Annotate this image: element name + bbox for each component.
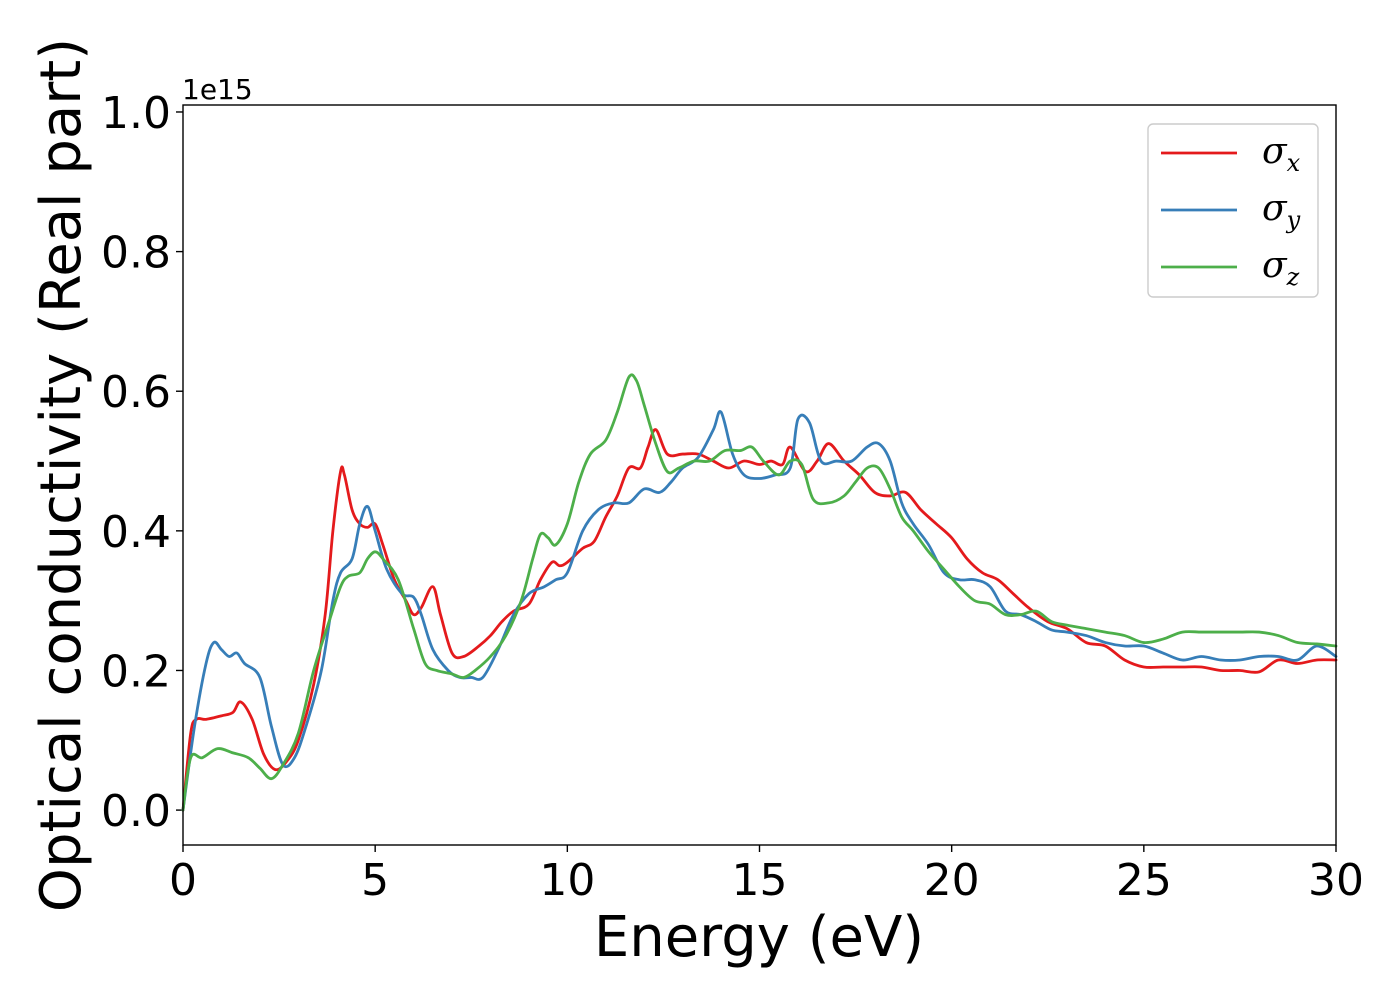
series-line-sigma-z xyxy=(181,373,1338,812)
x-tick-label: 5 xyxy=(361,855,389,906)
legend-symbol: σ xyxy=(1262,131,1288,172)
y-axis-title: Optical conductivity (Real part) xyxy=(29,38,94,912)
y-tick-label: 0.6 xyxy=(101,367,171,418)
y-tick-label: 1.0 xyxy=(101,88,171,139)
x-tick-label: 15 xyxy=(732,855,788,906)
x-tick-label: 10 xyxy=(539,855,595,906)
y-tick-label: 0.4 xyxy=(101,507,171,558)
series-line-sigma-x xyxy=(181,428,1338,812)
x-tick-label: 0 xyxy=(169,855,197,906)
series-line-sigma-y xyxy=(181,410,1338,812)
legend-subscript: y xyxy=(1286,206,1301,234)
x-axis-title: Energy (eV) xyxy=(594,905,924,970)
legend-label-sigma-x: σx xyxy=(1262,131,1301,177)
x-tick-label: 25 xyxy=(1116,855,1172,906)
y-tick-label: 0.0 xyxy=(101,786,171,837)
series-layer xyxy=(181,373,1338,812)
legend-symbol: σ xyxy=(1262,188,1288,229)
y-tick-label: 0.8 xyxy=(101,228,171,279)
plot-frame xyxy=(182,104,1337,846)
legend-label-sigma-z: σz xyxy=(1262,245,1300,291)
x-tick-label: 20 xyxy=(924,855,980,906)
y-axis-offset-label: 1e15 xyxy=(182,73,253,106)
legend-label-sigma-y: σy xyxy=(1262,188,1301,234)
legend-subscript: x xyxy=(1287,149,1301,177)
y-tick-label: 0.2 xyxy=(101,646,171,697)
x-tick-label: 30 xyxy=(1308,855,1364,906)
legend-subscript: z xyxy=(1286,263,1300,291)
tick-layer: 0 5 10 15 20 25 30 0.0 0.2 0.4 0.6 0.8 1.0 xyxy=(101,88,1364,906)
legend-symbol: σ xyxy=(1262,245,1288,286)
